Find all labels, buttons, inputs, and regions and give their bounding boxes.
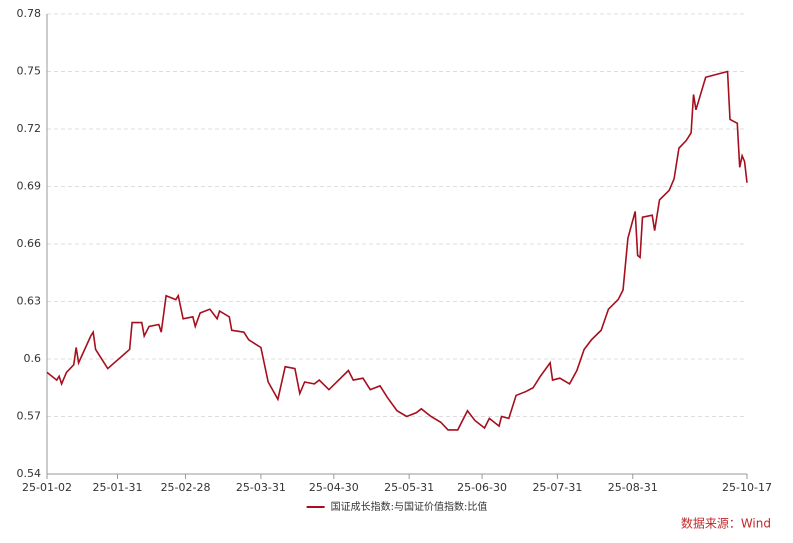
x-tick-label: 25-03-31 [236,481,286,494]
y-tick-label: 0.6 [24,352,42,365]
x-tick-label: 25-06-30 [457,481,507,494]
x-tick-label: 25-01-31 [93,481,143,494]
y-tick-label: 0.78 [17,7,42,20]
legend-label: 国证成长指数:与国证价值指数:比值 [331,500,488,513]
y-tick-label: 0.54 [17,467,42,480]
x-tick-label: 25-04-30 [309,481,359,494]
x-tick-label: 25-02-28 [161,481,211,494]
x-tick-label: 25-05-31 [384,481,434,494]
y-tick-label: 0.63 [17,295,42,308]
y-tick-label: 0.66 [17,237,42,250]
x-tick-label: 25-10-17 [722,481,772,494]
x-tick-label: 25-08-31 [608,481,658,494]
y-tick-label: 0.57 [17,410,42,423]
x-tick-label: 25-01-02 [22,481,72,494]
y-tick-label: 0.69 [17,180,42,193]
source-note: 数据来源：Wind [681,516,771,531]
y-tick-label: 0.72 [17,122,42,135]
x-tick-label: 25-07-31 [532,481,582,494]
y-tick-label: 0.75 [17,65,42,78]
line [46,70,748,431]
